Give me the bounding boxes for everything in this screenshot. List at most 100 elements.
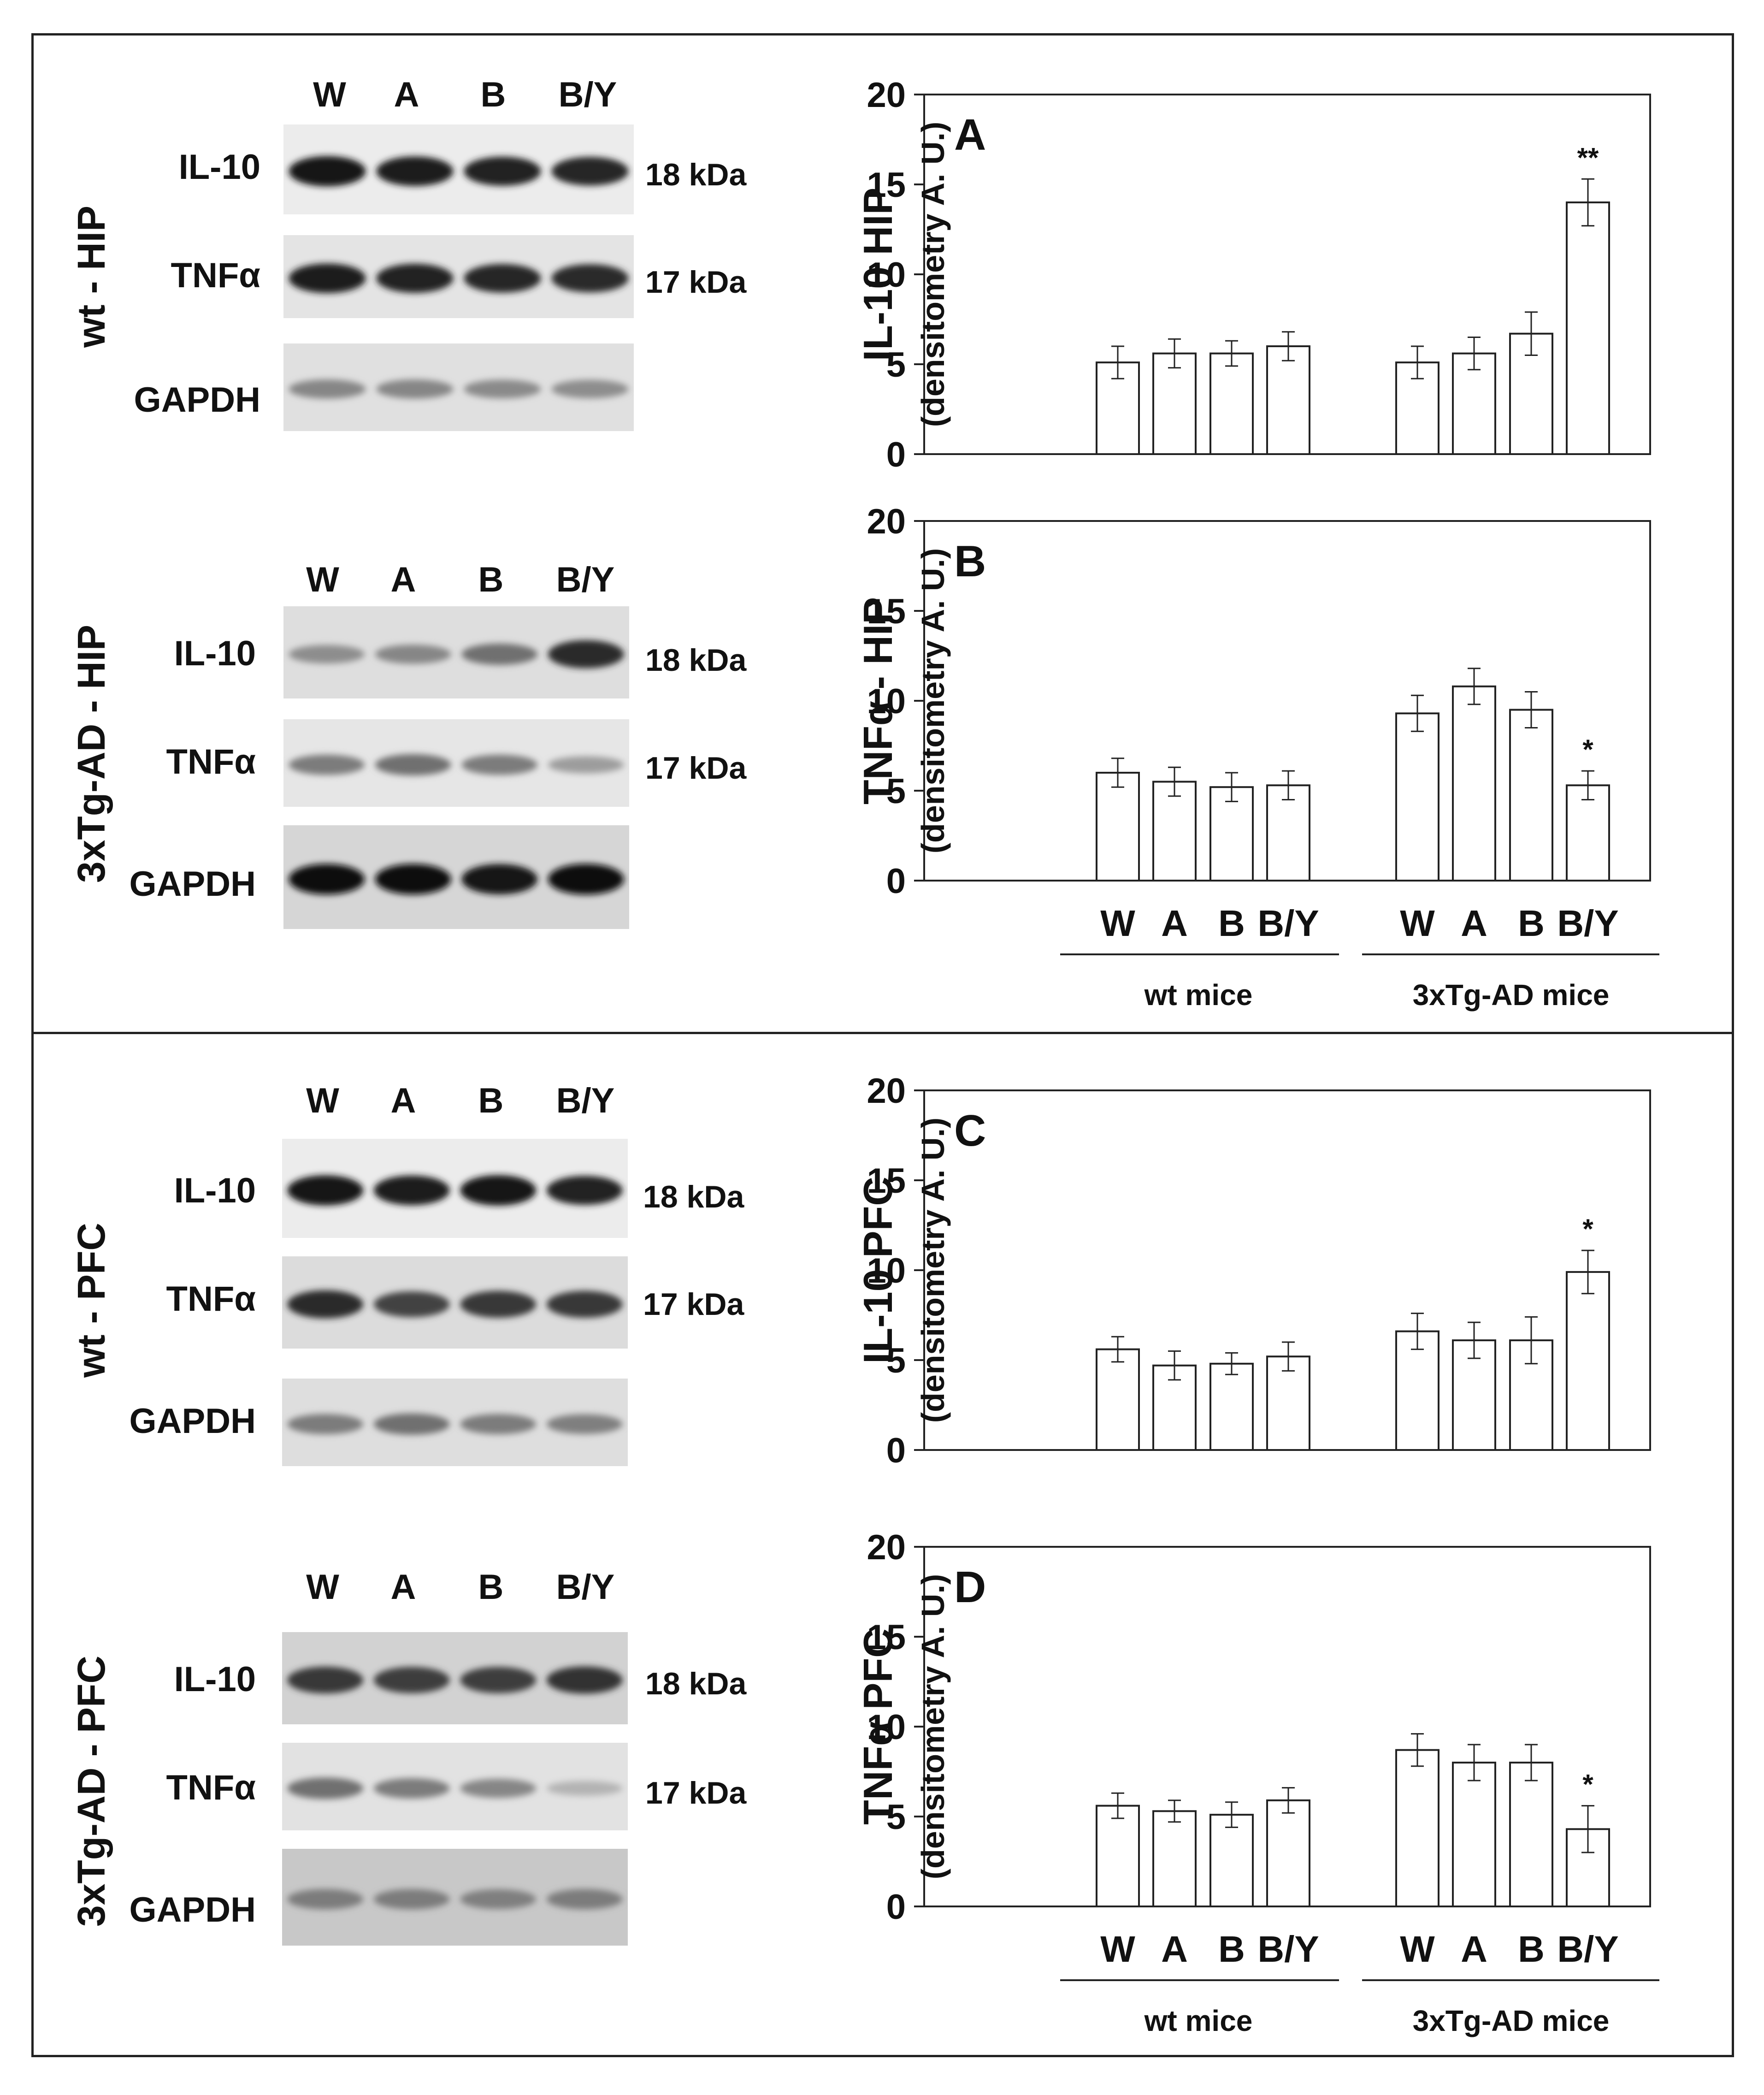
- y-tick-label: 5: [886, 772, 906, 811]
- lane-label: B/Y: [556, 1568, 615, 1607]
- blot-band: [376, 379, 454, 399]
- lane-label: W: [306, 1081, 339, 1120]
- protein-label: TNFα: [166, 742, 256, 781]
- kda-label: 18 kDa: [643, 1179, 744, 1214]
- x-category-label: B/Y: [1257, 903, 1319, 944]
- bar: [1509, 709, 1553, 882]
- lane-label: B/Y: [556, 1081, 615, 1120]
- blot-strip: [282, 1256, 628, 1349]
- figure-frame: [31, 33, 1734, 2057]
- bar: [1566, 201, 1610, 455]
- blot-band: [289, 645, 365, 664]
- blot-image: [282, 1632, 628, 1724]
- y-tick-label: 5: [886, 1341, 906, 1380]
- blot-band: [289, 864, 365, 895]
- blot-band: [460, 1290, 537, 1318]
- protein-label: IL-10: [174, 634, 256, 673]
- blot-band: [289, 263, 366, 293]
- y-axis-sublabel: (densitometry A. U.): [915, 548, 951, 853]
- blot-band: [546, 1889, 623, 1910]
- blot-band: [546, 1781, 623, 1796]
- y-tick-label: 15: [867, 1161, 906, 1201]
- x-category-label: B: [1218, 1929, 1245, 1970]
- blot-strip: [282, 1743, 628, 1830]
- blot-band: [373, 1667, 450, 1693]
- significance-marker: *: [1582, 734, 1593, 765]
- blot-image: [283, 825, 629, 929]
- blot-band: [546, 1176, 623, 1205]
- kda-label: 17 kDa: [645, 751, 747, 786]
- y-tick-label: 0: [886, 862, 906, 901]
- blot-strip: [283, 606, 629, 698]
- blot-band: [375, 754, 451, 775]
- lane-label: A: [390, 1081, 416, 1120]
- lane-label: A: [390, 560, 416, 599]
- bar: [1266, 784, 1310, 882]
- blot-band: [287, 1414, 364, 1434]
- lane-label: B: [478, 560, 504, 599]
- blot-band: [461, 754, 538, 775]
- group-label: wt mice: [1144, 2004, 1253, 2037]
- blot-band: [551, 157, 629, 186]
- blot-band: [548, 756, 624, 774]
- y-tick-label: 10: [867, 1708, 906, 1747]
- blot-band: [287, 1175, 364, 1206]
- group-label: 3xTg-AD mice: [1413, 2004, 1610, 2037]
- blot-strip: [282, 1849, 628, 1946]
- blot-strip: [283, 124, 634, 214]
- x-category-label: W: [1400, 1929, 1435, 1970]
- bar: [1509, 1762, 1553, 1907]
- blot-image: [283, 124, 634, 214]
- chart-panel-A: 0 5 10 15 20 A IL-10 HIP (densitometry A. U.) **: [855, 76, 1651, 474]
- x-category-label: A: [1161, 903, 1188, 944]
- bar: [1209, 786, 1254, 882]
- blot-band: [464, 156, 541, 186]
- blot-band: [546, 1414, 623, 1434]
- y-axis-label: TNFα PFC: [855, 1628, 901, 1825]
- lane-label: B/Y: [556, 560, 615, 599]
- y-tick-label: 15: [867, 592, 906, 631]
- panel-letter: B: [954, 537, 986, 586]
- panel-letter: C: [954, 1106, 986, 1155]
- significance-marker: *: [1582, 1213, 1593, 1244]
- blot-band: [548, 640, 624, 669]
- blot-strip: [283, 235, 634, 318]
- blot-band: [460, 1779, 537, 1798]
- blot-strip: [283, 343, 634, 431]
- y-axis-label: TNFα - HIP: [855, 597, 901, 805]
- y-tick-label: 20: [867, 502, 906, 541]
- bar: [1096, 1805, 1140, 1908]
- protein-label: IL-10: [174, 1171, 256, 1210]
- blot-band: [546, 1290, 623, 1318]
- protein-label: GAPDH: [129, 864, 256, 904]
- y-tick-label: 5: [886, 345, 906, 385]
- lane-label: B/Y: [558, 75, 617, 114]
- y-tick-label: 10: [867, 255, 906, 295]
- bar: [1395, 1749, 1440, 1907]
- blot-band: [548, 864, 624, 895]
- bar: [1395, 712, 1440, 882]
- blot-band: [287, 1666, 364, 1694]
- blot-band: [373, 1291, 450, 1317]
- blot-band: [289, 754, 365, 775]
- y-axis-sublabel: (densitometry A. U.): [915, 1574, 951, 1879]
- blot-image: [282, 1849, 628, 1946]
- x-category-label: A: [1461, 903, 1487, 944]
- bar: [1266, 345, 1310, 455]
- protein-label: IL-10: [178, 148, 260, 187]
- lane-label: A: [394, 75, 419, 114]
- blot-band: [375, 864, 451, 895]
- blot-band: [460, 1889, 537, 1909]
- bar: [1152, 352, 1197, 455]
- blot-band: [373, 1413, 450, 1435]
- lane-label: B: [480, 75, 506, 114]
- significance-marker: *: [1582, 1769, 1593, 1800]
- x-category-label: A: [1461, 1929, 1487, 1970]
- panel-letter: D: [954, 1562, 986, 1612]
- bar: [1096, 772, 1140, 882]
- lane-label: W: [306, 1568, 339, 1607]
- x-category-label: W: [1100, 903, 1135, 944]
- blot-image: [282, 1139, 628, 1238]
